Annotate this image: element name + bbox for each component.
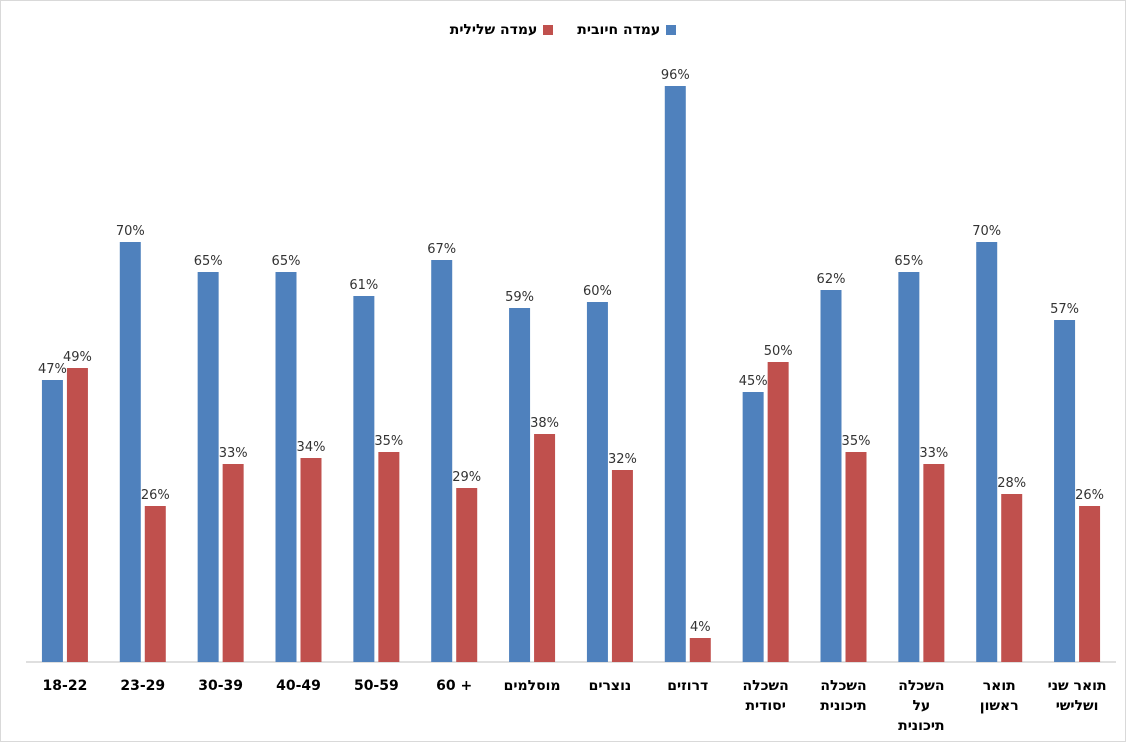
legend-label-positive: עמדה חיובית [577, 22, 661, 38]
data-label-positive: 57% [1050, 302, 1079, 317]
data-label-positive: 96% [661, 68, 690, 83]
bar-negative [611, 470, 633, 662]
data-label-negative: 33% [919, 446, 948, 461]
category-label: נוצרים [589, 678, 632, 694]
data-label-positive: 45% [739, 374, 768, 389]
category-label: תואר שני [1048, 678, 1107, 694]
category-label: + 60 [436, 678, 472, 694]
category-label: 50-59 [354, 678, 399, 694]
category-label: 40-49 [276, 678, 321, 694]
bar-negative [300, 458, 322, 662]
category-label: השכלה [898, 678, 944, 694]
legend-item-positive: עמדה חיובית [577, 22, 677, 38]
bar-negative [767, 362, 789, 662]
category-label: תיכונית [820, 698, 866, 714]
bar-positive [976, 242, 998, 662]
bar-negative [689, 638, 711, 662]
data-label-positive: 67% [427, 242, 456, 257]
category-label: על [912, 698, 930, 714]
category-label: תיכונית [898, 718, 944, 734]
bar-negative [66, 368, 88, 662]
data-label-negative: 35% [374, 434, 403, 449]
category-label: 18-22 [43, 678, 88, 694]
category-label: 23-29 [120, 678, 165, 694]
bar-negative [845, 452, 867, 662]
data-label-positive: 60% [583, 284, 612, 299]
data-label-negative: 29% [452, 470, 481, 485]
data-label-positive: 65% [272, 254, 301, 269]
bar-positive [197, 272, 219, 662]
bar-negative [1079, 506, 1101, 662]
data-label-positive: 70% [972, 224, 1001, 239]
data-label-negative: 4% [690, 620, 711, 635]
category-label: יסודית [745, 698, 785, 714]
data-label-negative: 49% [63, 350, 92, 365]
category-label: תואר [983, 678, 1016, 694]
legend-label-negative: עמדה שלילית [449, 22, 538, 38]
bar-positive [431, 260, 453, 662]
bar-negative [144, 506, 166, 662]
data-label-negative: 28% [997, 476, 1026, 491]
legend-item-negative: עמדה שלילית [450, 22, 554, 38]
data-label-negative: 50% [764, 344, 793, 359]
data-label-positive: 61% [349, 278, 378, 293]
bar-negative [1001, 494, 1023, 662]
data-label-negative: 26% [141, 488, 170, 503]
legend-swatch-positive [666, 25, 677, 35]
data-label-negative: 33% [219, 446, 248, 461]
bar-positive [353, 296, 375, 662]
bar-negative [456, 488, 478, 662]
data-label-positive: 65% [194, 254, 223, 269]
data-label-positive: 62% [817, 272, 846, 287]
bar-negative [923, 464, 945, 662]
data-label-positive: 70% [116, 224, 145, 239]
data-label-negative: 26% [1075, 488, 1104, 503]
bar-negative [378, 452, 400, 662]
data-label-negative: 34% [297, 440, 326, 455]
category-label: ראשון [980, 698, 1019, 714]
bar-positive [898, 272, 920, 662]
bar-positive [820, 290, 842, 662]
category-label: השכלה [820, 678, 866, 694]
bar-positive [509, 308, 531, 662]
category-label: דרוזים [667, 678, 708, 694]
data-label-positive: 47% [38, 362, 67, 377]
category-label: מוסלמים [504, 678, 561, 694]
data-label-positive: 59% [505, 290, 534, 305]
data-label-negative: 32% [608, 452, 637, 467]
category-label: ושלישי [1056, 698, 1099, 714]
data-label-positive: 65% [894, 254, 923, 269]
bar-positive [586, 302, 608, 662]
bar-positive [664, 86, 686, 662]
legend-swatch-negative [543, 25, 554, 35]
bar-positive [275, 272, 297, 662]
bar-positive [1054, 320, 1076, 662]
category-label: השכלה [743, 678, 789, 694]
bar-negative [534, 434, 556, 662]
bar-positive [119, 242, 141, 662]
bar-positive [41, 380, 63, 662]
data-label-negative: 38% [530, 416, 559, 431]
bar-negative [222, 464, 244, 662]
legend: עמדה שלילית עמדה חיובית [0, 22, 1126, 38]
category-label: 30-39 [198, 678, 243, 694]
bar-positive [742, 392, 764, 662]
data-label-negative: 35% [842, 434, 871, 449]
